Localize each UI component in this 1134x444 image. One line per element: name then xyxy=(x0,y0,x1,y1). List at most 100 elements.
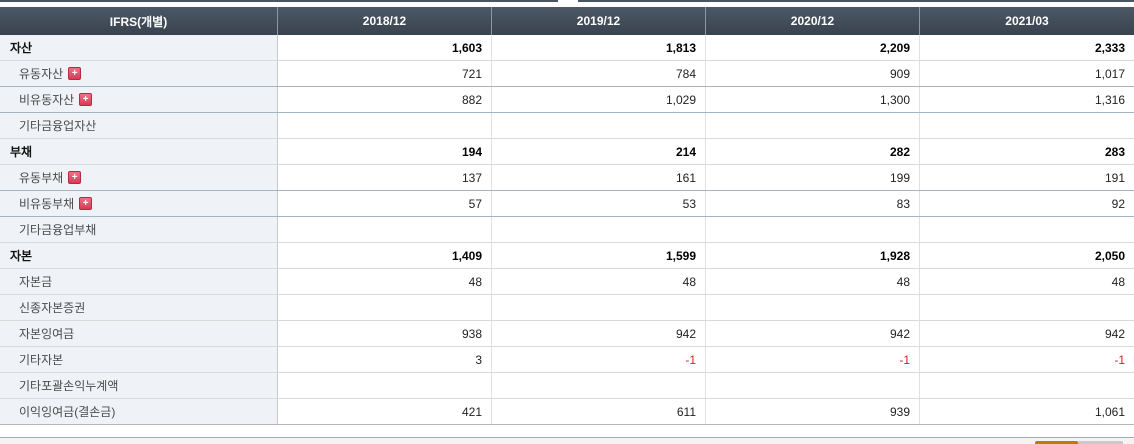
cell-value: 48 xyxy=(492,269,706,294)
cell-value: -1 xyxy=(492,347,706,372)
bottom-gray-button-fragment[interactable] xyxy=(1078,441,1123,444)
cell-value xyxy=(278,217,492,242)
cell-value: -1 xyxy=(706,347,920,372)
row-label[interactable]: 비유동부채 xyxy=(0,191,278,216)
cell-value: 784 xyxy=(492,61,706,86)
cell-value: 92 xyxy=(920,191,1134,216)
cell-value xyxy=(492,373,706,398)
header-ifrs-label: IFRS(개별) xyxy=(0,7,278,35)
cell-value: 214 xyxy=(492,139,706,164)
row-label: 이익잉여금(결손금) xyxy=(0,399,278,424)
cell-value: 283 xyxy=(920,139,1134,164)
row-label: 신종자본증권 xyxy=(0,295,278,320)
row-label[interactable]: 유동자산 xyxy=(0,61,278,86)
table-row: 자본잉여금 938 942 942 942 xyxy=(0,321,1134,347)
cell-value xyxy=(706,373,920,398)
row-label-text: 기타포괄손익누계액 xyxy=(19,379,119,393)
row-label-text: 신종자본증권 xyxy=(19,301,86,315)
cell-value: 721 xyxy=(278,61,492,86)
cell-value: 942 xyxy=(492,321,706,346)
row-label-text: 이익잉여금(결손금) xyxy=(19,405,116,419)
cell-value xyxy=(706,295,920,320)
top-divider-gap xyxy=(558,0,578,2)
cell-value: 48 xyxy=(920,269,1134,294)
row-label-text: 자본 xyxy=(10,249,33,263)
row-label: 자본금 xyxy=(0,269,278,294)
table-row: 기타자본 3 -1 -1 -1 xyxy=(0,347,1134,373)
row-label-text: 부채 xyxy=(10,145,33,159)
header-period-2020-12: 2020/12 xyxy=(706,7,920,35)
balance-sheet-table: IFRS(개별) 2018/12 2019/12 2020/12 2021/03… xyxy=(0,7,1134,425)
table-row: 자본금 48 48 48 48 xyxy=(0,269,1134,295)
row-label-text: 비유동부채 xyxy=(19,197,75,211)
table-row: 자본 1,409 1,599 1,928 2,050 xyxy=(0,243,1134,269)
row-label: 기타자본 xyxy=(0,347,278,372)
cell-value: 938 xyxy=(278,321,492,346)
cell-value: 53 xyxy=(492,191,706,216)
row-label-text: 기타금융업부채 xyxy=(19,223,97,237)
expand-plus-icon[interactable] xyxy=(79,197,93,210)
cell-value xyxy=(920,113,1134,138)
cell-value xyxy=(492,295,706,320)
row-label-text: 유동자산 xyxy=(19,67,64,81)
expand-plus-icon[interactable] xyxy=(79,93,93,106)
cell-value: 1,603 xyxy=(278,35,492,60)
row-label: 자산 xyxy=(0,35,278,60)
table-row: 신종자본증권 xyxy=(0,295,1134,321)
cell-value: 1,017 xyxy=(920,61,1134,86)
cell-value: 1,813 xyxy=(492,35,706,60)
cell-value: 909 xyxy=(706,61,920,86)
cell-value: 2,050 xyxy=(920,243,1134,268)
cell-value: 161 xyxy=(492,165,706,190)
row-label-text: 자산 xyxy=(10,41,33,55)
cell-value: 611 xyxy=(492,399,706,424)
row-label: 기타금융업부채 xyxy=(0,217,278,242)
header-period-2019-12: 2019/12 xyxy=(492,7,706,35)
row-label-text: 자본금 xyxy=(19,275,53,289)
cell-value: 1,928 xyxy=(706,243,920,268)
table-header-row: IFRS(개별) 2018/12 2019/12 2020/12 2021/03 xyxy=(0,7,1134,35)
cell-value xyxy=(920,373,1134,398)
table-row: 부채 194 214 282 283 xyxy=(0,139,1134,165)
cell-value: 194 xyxy=(278,139,492,164)
row-label: 부채 xyxy=(0,139,278,164)
cell-value: 421 xyxy=(278,399,492,424)
cell-value xyxy=(706,217,920,242)
cell-value: 2,209 xyxy=(706,35,920,60)
cell-value: 1,409 xyxy=(278,243,492,268)
table-row: 이익잉여금(결손금) 421 611 939 1,061 xyxy=(0,399,1134,425)
cell-value xyxy=(920,217,1134,242)
cell-value: 939 xyxy=(706,399,920,424)
cell-value: 48 xyxy=(706,269,920,294)
header-period-2018-12: 2018/12 xyxy=(278,7,492,35)
cell-value: 2,333 xyxy=(920,35,1134,60)
cell-value xyxy=(492,217,706,242)
row-label-text: 기타금융업자산 xyxy=(19,119,97,133)
cell-value xyxy=(492,113,706,138)
header-period-2021-03: 2021/03 xyxy=(1005,14,1049,28)
expand-plus-icon[interactable] xyxy=(68,67,82,80)
cell-value: 1,061 xyxy=(920,399,1134,424)
cell-value: 282 xyxy=(706,139,920,164)
table-row: 기타금융업부채 xyxy=(0,217,1134,243)
row-label-text: 비유동자산 xyxy=(19,93,75,107)
row-label[interactable]: 유동부채 xyxy=(0,165,278,190)
row-label-text: 기타자본 xyxy=(19,353,64,367)
expand-plus-icon[interactable] xyxy=(68,171,82,184)
cell-value: 57 xyxy=(278,191,492,216)
row-label: 자본 xyxy=(0,243,278,268)
row-label[interactable]: 비유동자산 xyxy=(0,87,278,112)
row-label-text: 유동부채 xyxy=(19,171,64,185)
bottom-toolbar-fragment xyxy=(0,437,1134,444)
cell-value: 199 xyxy=(706,165,920,190)
bottom-orange-button-fragment[interactable] xyxy=(1035,441,1078,444)
cell-value: 1,599 xyxy=(492,243,706,268)
table-row: 기타포괄손익누계액 xyxy=(0,373,1134,399)
row-label-text: 자본잉여금 xyxy=(19,327,75,341)
cell-value xyxy=(706,113,920,138)
